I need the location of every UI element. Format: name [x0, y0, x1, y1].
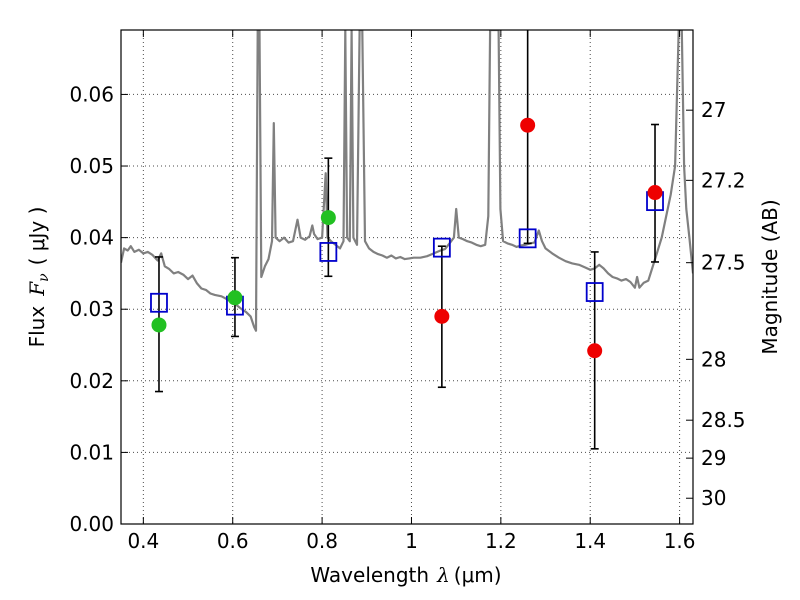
y-tick-label: 0.05	[69, 154, 114, 178]
grid-lines	[121, 30, 693, 524]
x-axis-label-unit: (μm)	[454, 563, 502, 587]
x-tick-label: 1.6	[664, 529, 696, 553]
spectrum-line	[121, 30, 693, 332]
x-tick-label: 0.8	[306, 529, 338, 553]
red-data-point	[520, 117, 536, 133]
y2-tick-label: 30	[701, 486, 726, 510]
y-tick-label: 0.02	[69, 369, 114, 393]
y-tick-label: 0.00	[69, 512, 114, 536]
axes: 0.4 0.6 0.8 1 1.2 1.4 1.6 0.00 0.01 0.02 0.03 0.04 0…	[69, 30, 746, 553]
y-tick-label: 0.06	[69, 82, 114, 106]
model-square-point	[585, 282, 604, 302]
red-data-point	[434, 308, 450, 324]
y2-tick-label: 27	[701, 98, 726, 122]
y2-tick-label: 29	[701, 446, 726, 470]
y-axis-label-symbol: F	[25, 281, 49, 297]
y2-tick-label: 27.5	[701, 251, 746, 275]
y2-tick-label: 28.5	[701, 408, 746, 432]
green-data-point	[151, 317, 167, 333]
plot-data	[121, 30, 693, 450]
green-data-point	[320, 210, 336, 226]
plot-frame	[120, 29, 694, 525]
x-tick-label: 1	[405, 529, 418, 553]
y-axis-label-subscript: ν	[36, 273, 52, 282]
model-square-point	[432, 237, 451, 258]
y2-tick-label: 27.2	[701, 168, 746, 192]
x-tick-label: 0.4	[127, 529, 159, 553]
y2-axis-label: Magnitude (AB)	[758, 199, 782, 354]
y-tick-label: 0.04	[69, 226, 114, 250]
x-tick-label: 1.2	[485, 529, 517, 553]
x-axis-label-prefix: Wavelength	[310, 563, 429, 587]
x-tick-label: 1.4	[574, 529, 606, 553]
x-tick-label: 0.6	[217, 529, 249, 553]
x-axis-label-symbol: λ	[436, 563, 450, 587]
model-square-point	[319, 242, 338, 262]
model-square-point	[150, 292, 168, 313]
y-axis-label: Flux Fν ( μJy )	[25, 207, 52, 348]
green-data-point	[227, 290, 243, 306]
plot-background	[121, 30, 693, 524]
red-data-point	[587, 343, 603, 359]
y-tick-label: 0.03	[69, 297, 114, 321]
red-data-point	[647, 185, 663, 201]
y-axis-label-prefix: Flux	[25, 306, 49, 348]
x-axis-label: Wavelength λ (μm)	[310, 563, 501, 587]
y-tick-label: 0.01	[69, 440, 114, 464]
y2-tick-label: 28	[701, 347, 726, 371]
y-axis-label-unit: ( μJy )	[25, 207, 49, 266]
model-square-point	[518, 228, 537, 249]
